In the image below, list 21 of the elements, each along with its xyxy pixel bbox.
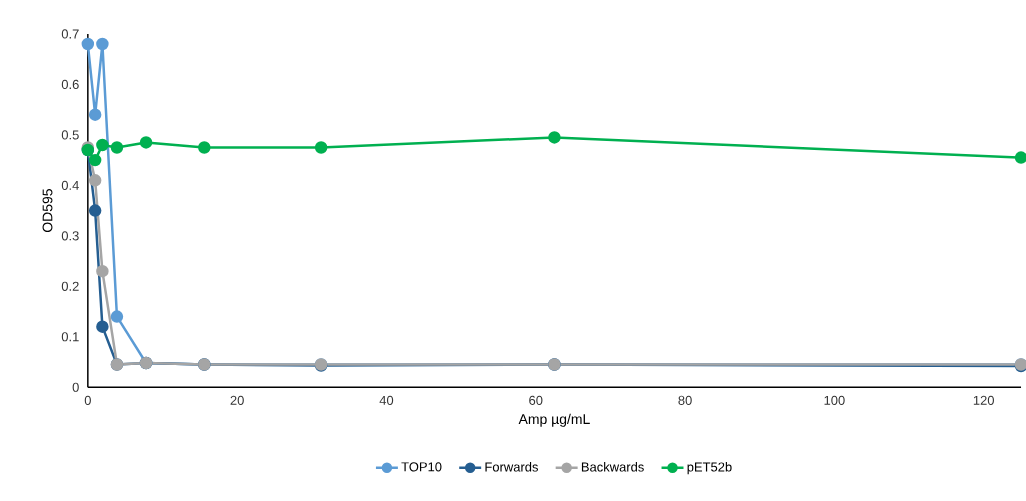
legend-label: Backwards <box>581 462 644 472</box>
x-tick-label: 20 <box>230 395 244 405</box>
x-tick-label: 40 <box>379 395 394 405</box>
y-tick-label: 0 <box>72 382 79 392</box>
y-tick-label: 0.5 <box>61 130 79 140</box>
x-axis-title: Amp µg/mL <box>518 413 590 427</box>
y-tick-label: 0.7 <box>61 29 79 39</box>
x-tick-label: 80 <box>678 395 692 405</box>
legend-label: Forwards <box>485 462 538 472</box>
y-axis-title: OD595 <box>42 189 53 233</box>
y-tick-label: 0.4 <box>61 180 79 190</box>
y-tick-label: 0.1 <box>61 332 79 342</box>
y-tick-label: 0.3 <box>61 231 79 241</box>
x-tick-label: 100 <box>824 395 845 405</box>
x-tick-label: 120 <box>973 395 994 405</box>
x-tick-label: 60 <box>529 395 543 405</box>
y-tick-label: 0.2 <box>61 281 79 291</box>
legend-label: TOP10 <box>401 462 442 472</box>
y-tick-label: 0.6 <box>61 79 79 89</box>
legend-label: pET52b <box>687 462 732 475</box>
x-tick-label: 0 <box>84 395 91 405</box>
